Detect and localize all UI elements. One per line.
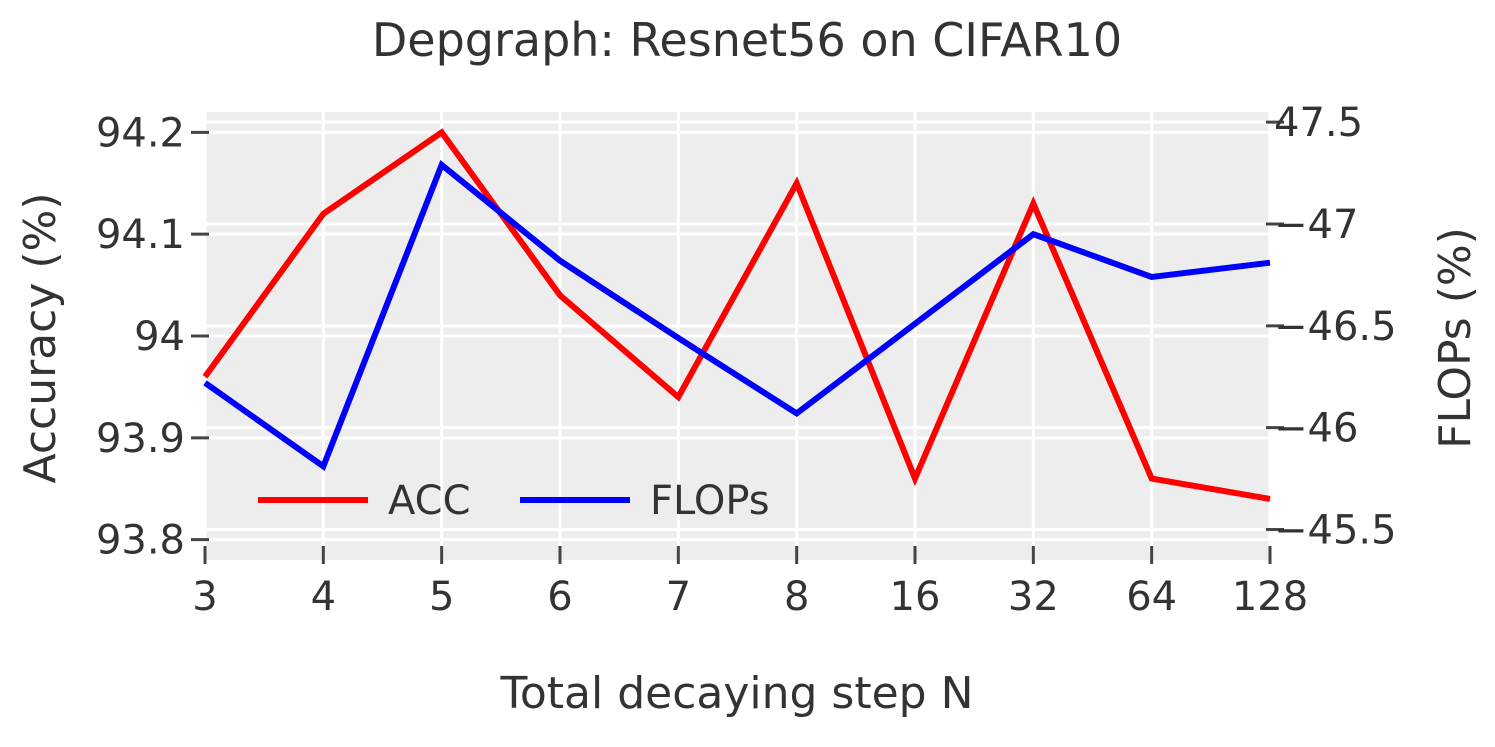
x-tick-label: 64 [1126, 574, 1177, 620]
y-tick-label: 94.1 [96, 212, 185, 258]
y2-tick-label: −45.5 [1274, 507, 1397, 553]
x-tick-label: 128 [1232, 574, 1308, 620]
series-lines [202, 128, 1271, 502]
series-line-flops [203, 160, 1271, 471]
series-line-acc [202, 128, 1271, 502]
y-tick-label: 94 [134, 314, 185, 360]
legend: ACC FLOPs [258, 478, 770, 524]
legend-label-acc: ACC [388, 478, 471, 524]
x-tick-label: 4 [311, 574, 336, 620]
y-tick-label: 94.2 [96, 110, 185, 156]
grid [203, 112, 1272, 560]
axis-ticks: 3 4 5 6 7 8 16 32 64 128 94.2 94.1 94 93.9 93.8 47.5 −47… [96, 100, 1397, 620]
y2-tick-label: −46 [1274, 406, 1358, 452]
chart-title: Depgraph: Resnet56 on CIFAR10 [372, 13, 1122, 67]
x-tick-label: 8 [784, 574, 809, 620]
y2-axis-label: FLOPs (%) [1430, 227, 1481, 449]
x-axis-label: Total decaying step N [499, 668, 973, 719]
x-tick-label: 7 [666, 574, 691, 620]
y2-tick-label: −47 [1274, 202, 1358, 248]
x-tick-label: 3 [192, 574, 217, 620]
x-tick-label: 16 [890, 574, 941, 620]
y-axis-label: Accuracy (%) [15, 192, 66, 483]
x-tick-label: 32 [1008, 574, 1059, 620]
legend-label-flops: FLOPs [650, 478, 770, 524]
x-tick-label: 6 [547, 574, 572, 620]
x-tick-label: 5 [429, 574, 454, 620]
y2-tick-label: −46.5 [1274, 304, 1397, 350]
y-tick-label: 93.8 [96, 518, 185, 564]
y2-tick-label: 47.5 [1274, 100, 1363, 146]
y-tick-label: 93.9 [96, 416, 185, 462]
